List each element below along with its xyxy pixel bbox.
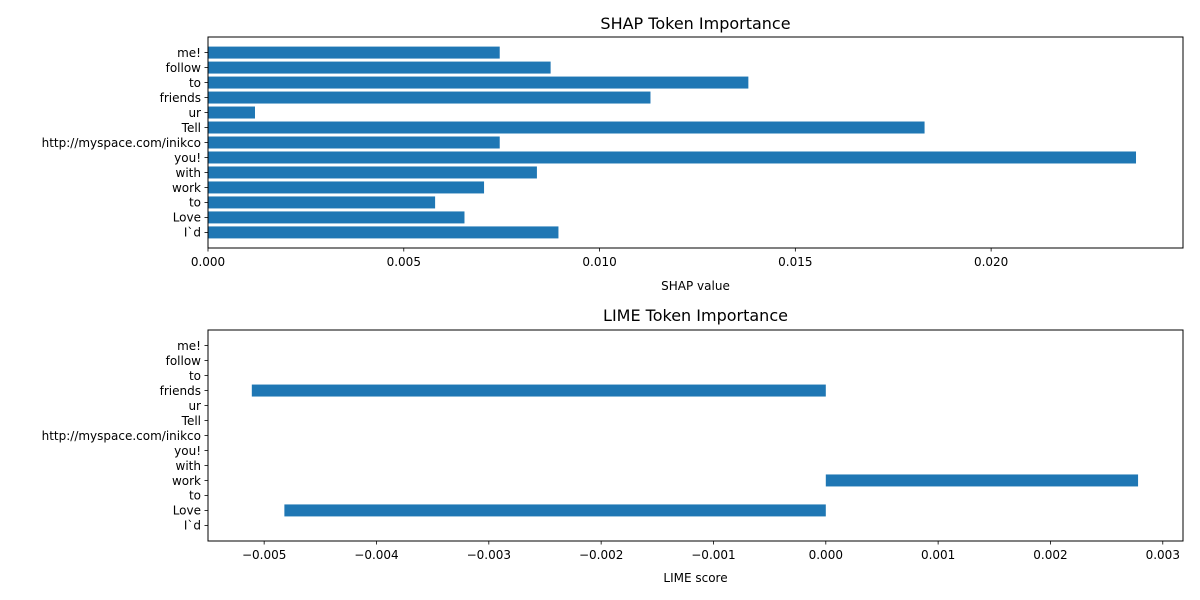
lime-x-tick-label: 0.002: [1033, 548, 1067, 562]
lime-y-tick-label: work: [172, 474, 201, 488]
shap-bar: [208, 121, 925, 134]
shap-bar: [208, 91, 651, 104]
shap-bar: [208, 106, 255, 119]
shap-x-tick-label: 0.010: [582, 255, 616, 269]
lime-x-tick-label: 0.000: [809, 548, 843, 562]
shap-bar: [208, 211, 465, 224]
lime-y-tick-label: to: [189, 369, 201, 383]
shap-y-tick-label: to: [189, 196, 201, 210]
lime-bar: [284, 504, 826, 517]
lime-y-tick-label: with: [176, 459, 201, 473]
lime-x-tick-label: −0.002: [579, 548, 623, 562]
shap-x-axis: 0.000 0.005 0.010 0.015 0.020: [191, 248, 1008, 269]
lime-y-tick-label: Tell: [181, 414, 201, 428]
shap-y-tick-label: follow: [166, 61, 202, 75]
shap-x-axis-label: SHAP value: [661, 279, 730, 293]
lime-x-axis: −0.005 −0.004 −0.003 −0.002 −0.001 0.000 0.001…: [242, 541, 1180, 562]
shap-bar: [208, 136, 500, 149]
shap-x-tick-label: 0.015: [778, 255, 812, 269]
lime-x-tick-label: −0.003: [467, 548, 511, 562]
shap-bar: [208, 226, 559, 239]
lime-bar: [251, 384, 826, 397]
lime-y-axis: I`dLovetoworkwithyou!http://myspace.com/…: [42, 339, 208, 533]
shap-x-tick-label: 0.000: [191, 255, 225, 269]
lime-bar: [825, 474, 1139, 487]
lime-y-tick-label: I`d: [184, 519, 201, 533]
lime-y-tick-label: Love: [173, 504, 201, 518]
shap-y-tick-label: I`d: [184, 226, 201, 240]
lime-x-axis-label: LIME score: [663, 571, 727, 585]
lime-y-tick-label: friends: [160, 384, 201, 398]
lime-y-tick-label: me!: [177, 339, 201, 353]
shap-y-tick-label: Tell: [181, 121, 201, 135]
shap-bar: [208, 181, 485, 194]
lime-x-tick-label: −0.001: [691, 548, 735, 562]
lime-x-tick-label: 0.003: [1146, 548, 1180, 562]
shap-y-tick-label: me!: [177, 46, 201, 60]
shap-chart-title: SHAP Token Importance: [600, 14, 790, 33]
shap-y-axis: I`dLovetoworkwithyou!http://myspace.com/…: [42, 46, 208, 240]
lime-y-tick-label: http://myspace.com/inikco: [42, 429, 201, 443]
shap-y-tick-label: friends: [160, 91, 201, 105]
shap-y-tick-label: work: [172, 181, 201, 195]
lime-chart-title: LIME Token Importance: [603, 306, 788, 325]
lime-x-tick-label: −0.004: [354, 548, 398, 562]
lime-x-tick-label: 0.001: [921, 548, 955, 562]
lime-y-tick-label: follow: [166, 354, 202, 368]
shap-y-tick-label: http://myspace.com/inikco: [42, 136, 201, 150]
shap-bars: [208, 46, 1137, 239]
shap-bar: [208, 151, 1137, 164]
shap-bar: [208, 166, 537, 179]
shap-bar: [208, 61, 551, 74]
lime-x-tick-label: −0.005: [242, 548, 286, 562]
shap-y-tick-label: with: [176, 166, 201, 180]
shap-bar: [208, 46, 500, 59]
shap-x-tick-label: 0.005: [387, 255, 421, 269]
lime-y-tick-label: you!: [174, 444, 201, 458]
shap-y-tick-label: Love: [173, 211, 201, 225]
shap-y-tick-label: you!: [174, 151, 201, 165]
lime-chart: LIME Token Importance I`dLovetoworkwithy…: [42, 306, 1184, 585]
lime-y-tick-label: ur: [188, 399, 201, 413]
shap-x-tick-label: 0.020: [974, 255, 1008, 269]
lime-bars: [251, 384, 1139, 517]
shap-y-tick-label: ur: [188, 106, 201, 120]
shap-y-tick-label: to: [189, 76, 201, 90]
lime-y-tick-label: to: [189, 489, 201, 503]
shap-bar: [208, 76, 749, 89]
shap-chart: SHAP Token Importance I`dLovetoworkwithy…: [42, 14, 1184, 293]
shap-bar: [208, 196, 436, 209]
